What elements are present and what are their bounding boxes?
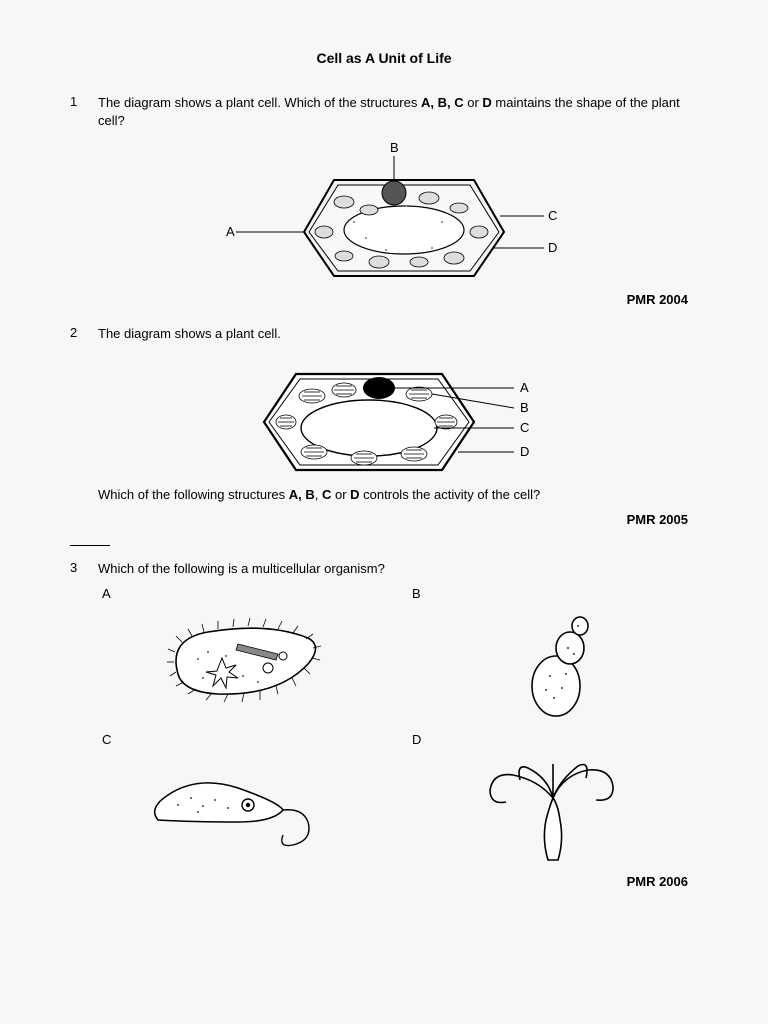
vac1 — [263, 663, 273, 673]
q2-lab-c: C — [322, 487, 331, 502]
question-2: 2 The diagram shows a plant cell. — [70, 325, 698, 343]
q2-text-2: Which of the following structures A, B, … — [98, 486, 698, 504]
nucleus — [382, 181, 406, 205]
option-B: B — [408, 586, 698, 724]
label-D: D — [548, 240, 557, 255]
question-2-sub: Which of the following structures A, B, … — [70, 486, 698, 504]
organism-B — [478, 604, 628, 724]
page-title: Cell as A Unit of Life — [70, 50, 698, 66]
q2-number: 2 — [70, 325, 98, 340]
q2-text2-post: controls the activity of the cell? — [360, 487, 541, 502]
q1-text-pre: The diagram shows a plant cell. Which of… — [98, 95, 421, 110]
plant-cell-diagram-1: A B C — [194, 138, 574, 288]
q2-lab-d: D — [350, 487, 359, 502]
body-column — [544, 798, 561, 860]
tentacles — [490, 764, 613, 803]
q2-text2-pre: Which of the following structures — [98, 487, 289, 502]
q2-source: PMR 2005 — [70, 512, 688, 527]
eyespot-center — [246, 803, 250, 807]
q2-text-1: The diagram shows a plant cell. — [98, 325, 698, 343]
question-1: 1 The diagram shows a plant cell. Which … — [70, 94, 698, 130]
q1-diagram: A B C — [70, 138, 698, 288]
organism-D — [468, 750, 638, 870]
label-C: C — [548, 208, 557, 223]
option-A: A — [98, 586, 388, 724]
label-B2: B — [520, 400, 529, 415]
q2-diagram: A B C D — [70, 352, 698, 482]
q3-text: Which of the following is a multicellula… — [98, 560, 698, 578]
q3-number: 3 — [70, 560, 98, 575]
option-D: D — [408, 732, 698, 870]
organism-A — [148, 604, 338, 714]
q2-labels-ab: A, B — [289, 487, 315, 502]
label-A2: A — [520, 380, 529, 395]
q1-last-label: D — [482, 95, 491, 110]
option-A-label: A — [102, 586, 388, 601]
q1-number: 1 — [70, 94, 98, 109]
vac2 — [279, 652, 287, 660]
question-3: 3 Which of the following is a multicellu… — [70, 560, 698, 578]
q1-labels: A, B, C — [421, 95, 464, 110]
option-C: C — [98, 732, 388, 870]
option-D-label: D — [412, 732, 698, 747]
q1-text: The diagram shows a plant cell. Which of… — [98, 94, 698, 130]
option-B-label: B — [412, 586, 698, 601]
q1-source: PMR 2004 — [70, 292, 688, 307]
label-D2: D — [520, 444, 529, 459]
option-C-label: C — [102, 732, 388, 747]
label-A: A — [226, 224, 235, 239]
q3-source: PMR 2006 — [70, 874, 688, 889]
plant-cell-diagram-2: A B C D — [214, 352, 554, 482]
label-B: B — [390, 140, 399, 155]
label-C2: C — [520, 420, 529, 435]
flagellum — [282, 810, 309, 846]
q2-or: or — [331, 487, 350, 502]
q2-comma: , — [315, 487, 322, 502]
q3-options: A — [98, 586, 698, 870]
divider — [70, 545, 110, 546]
q1-or: or — [464, 95, 483, 110]
nucleus-2 — [363, 377, 395, 399]
organism-C — [143, 750, 343, 860]
